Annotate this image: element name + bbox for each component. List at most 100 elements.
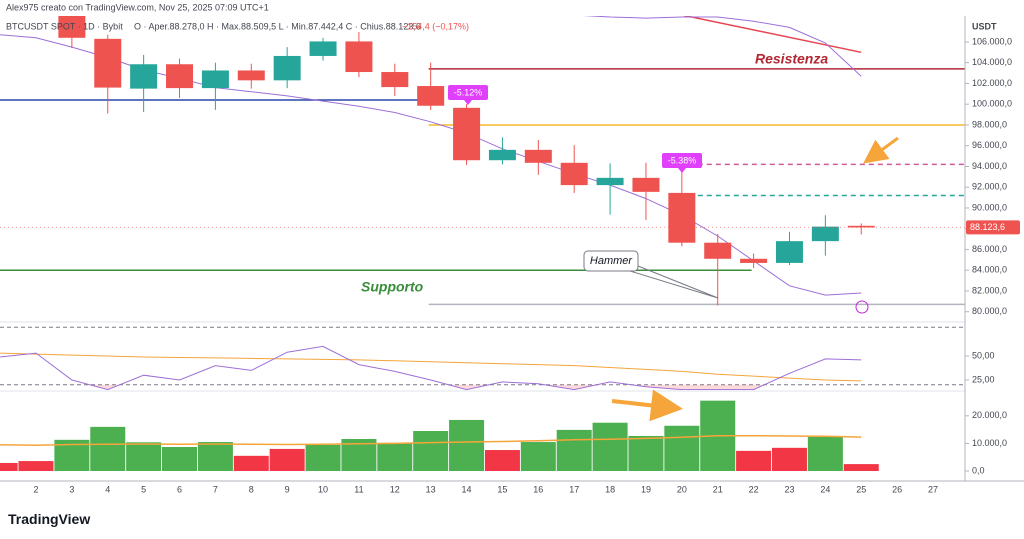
drop-badge (662, 153, 702, 168)
x-tick-label: 11 (354, 484, 363, 494)
volume-bar (556, 429, 592, 471)
volume-bar (592, 422, 628, 471)
volume-bar (736, 450, 772, 471)
x-tick-label: 13 (426, 484, 436, 494)
hammer-pointer (637, 265, 719, 299)
candle-body (58, 16, 86, 38)
x-tick-label: 8 (249, 484, 254, 494)
x-tick-label: 15 (497, 484, 507, 494)
last-price-box (966, 220, 1020, 235)
last-price-label: 88.123,6 (970, 222, 1005, 232)
y-tick-label: 102.000,0 (972, 78, 1012, 88)
volume-bar (628, 435, 664, 471)
candle-body (596, 177, 624, 186)
y-tick-label: 10.000,0 (972, 438, 1007, 448)
x-tick-label: 22 (749, 484, 759, 494)
candle-body (309, 41, 337, 56)
legend-ohlc: O · Aper.88.278,0 H · Max.88.509,5 L · M… (134, 21, 421, 31)
volume-bar (90, 426, 126, 471)
hammer-box (583, 250, 639, 272)
y-tick-label: 90.000,0 (972, 202, 1007, 212)
volume-bar (0, 463, 18, 471)
x-tick-label: 6 (177, 484, 182, 494)
rsi-ma (0, 352, 862, 382)
hammer-label: Hammer (590, 255, 634, 267)
y-tick-label: 94.000,0 (972, 161, 1007, 171)
y-tick-label: 104.000,0 (972, 57, 1012, 67)
x-tick-label: 3 (69, 484, 74, 494)
x-tick-label: 25 (856, 484, 866, 494)
candle-body (632, 177, 660, 192)
candle-body (740, 258, 768, 263)
volume-ma (0, 434, 862, 447)
volume-bar (520, 442, 556, 471)
volume-bar (664, 425, 700, 471)
candle-body (201, 70, 229, 89)
y-tick-label: 0,0 (972, 465, 985, 475)
header: Alex975 creato con TradingView.com, Nov … (6, 2, 269, 12)
x-tick-label: 26 (892, 484, 902, 494)
rsi-pane (0, 326, 965, 390)
x-tick-label: 2 (33, 484, 38, 494)
candle-body (847, 225, 875, 228)
volume-bar (771, 447, 807, 471)
x-tick-label: 12 (390, 484, 400, 494)
x-tick-label: 14 (462, 484, 472, 494)
rsi-oversold-area (0, 384, 862, 390)
x-tick-label: 9 (285, 484, 290, 494)
candle-body (704, 242, 732, 259)
drop-label: -5.12% (454, 87, 483, 97)
drop-pointer (678, 168, 686, 173)
arrow (611, 389, 683, 422)
volume-bar (807, 436, 843, 471)
trend-line (683, 16, 862, 54)
x-tick-label: 4 (105, 484, 110, 494)
hammer-pointer (629, 270, 719, 299)
volume-bar (449, 419, 485, 471)
candle-body (345, 41, 373, 73)
candle-body (488, 149, 516, 161)
moving-average (583, 16, 862, 77)
drop-label: -5.38% (668, 155, 697, 165)
candle-body (94, 38, 122, 88)
y-tick-label: 96.000,0 (972, 140, 1007, 150)
x-tick-label: 18 (605, 484, 615, 494)
volume-pane (0, 400, 879, 471)
volume-bar (413, 431, 449, 471)
volume-bar (162, 447, 198, 471)
volume-bar (377, 442, 413, 471)
volume-bar (126, 442, 162, 471)
candle-body (668, 192, 696, 243)
volume-bar (197, 442, 233, 471)
drop-badge (448, 85, 488, 100)
volume-bar (269, 448, 305, 471)
y-tick-label: 92.000,0 (972, 182, 1007, 192)
volume-bar (484, 450, 520, 471)
x-tick-label: 24 (820, 484, 830, 494)
legend-symbol: BTCUSDT SPOT · 1D · Bybit (6, 21, 123, 31)
y-tick-label: 98.000,0 (972, 119, 1007, 129)
x-tick-label: 10 (318, 484, 328, 494)
candle-body (417, 86, 445, 106)
y-tick-label: 82.000,0 (972, 285, 1007, 295)
currency: USDT (972, 21, 997, 31)
x-tick-label: 20 (677, 484, 687, 494)
candle-body (166, 64, 194, 89)
x-tick-label: 27 (928, 484, 938, 494)
y-tick-label: 106.000,0 (972, 36, 1012, 46)
resistance-label: Resistenza (755, 51, 828, 67)
legend-change: −154,4 (−0,17%) (402, 21, 469, 31)
candle-body (381, 72, 409, 88)
x-tick-label: 7 (213, 484, 218, 494)
x-tick-label: 19 (641, 484, 651, 494)
y-tick-label: 86.000,0 (972, 244, 1007, 254)
x-tick-label: 5 (141, 484, 146, 494)
candle-body (524, 149, 552, 163)
y-tick-label: 80.000,0 (972, 306, 1007, 316)
candle-body (811, 226, 839, 242)
x-tick-label: 21 (713, 484, 723, 494)
candle-body (453, 107, 481, 161)
y-tick-label: 25,00 (972, 374, 995, 384)
brand: TradingView (8, 511, 90, 527)
